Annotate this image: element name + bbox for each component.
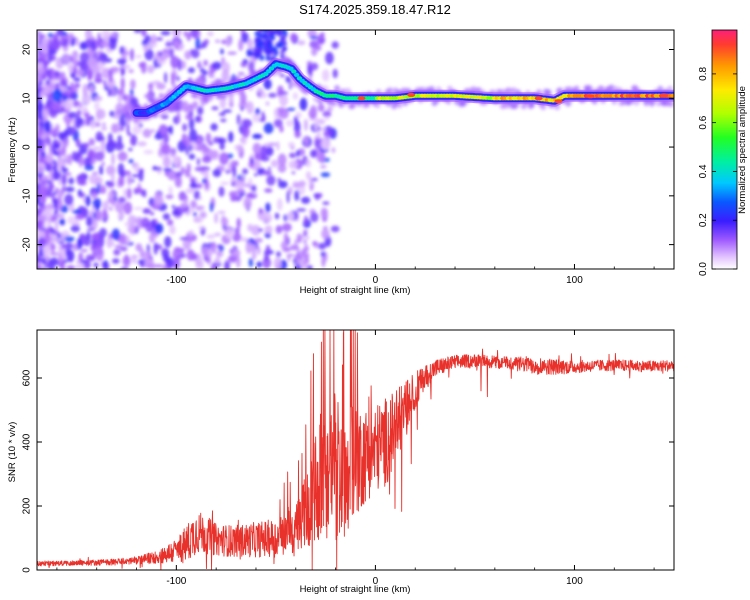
chart-title: S174.2025.359.18.47.R12 (299, 2, 451, 17)
snr-x-tick-label: 100 (566, 576, 583, 587)
spectrogram-y-tick-label: -20 (22, 237, 33, 252)
colorbar-gradient (711, 29, 738, 270)
colorbar-tick-label: 0.4 (698, 164, 709, 178)
colorbar: 0.0 0.2 0.4 0.6 0.8 Normalized spectral ampl… (698, 29, 748, 276)
snr-panel: -100 0 100 0 200 400 600 Height of straight li… (7, 329, 675, 595)
spectrogram-x-tick-label: -100 (166, 275, 186, 286)
spectrogram-y-tick-label: -10 (22, 188, 33, 203)
snr-y-tick-label: 600 (22, 369, 33, 386)
snr-x-axis-label: Height of straight line (km) (300, 584, 411, 595)
colorbar-tick-label: 0.8 (698, 67, 709, 81)
spectrogram-y-axis-label: Frequency (Hz) (7, 117, 18, 182)
spectrogram-x-axis-label: Height of straight line (km) (300, 285, 411, 296)
colorbar-label: Normalized spectral amplitude (737, 86, 748, 214)
snr-x-tick-label: -100 (166, 576, 186, 587)
spectrogram-heat-layer (37, 30, 674, 269)
snr-frame (36, 329, 675, 571)
spectrogram-x-tick-label: 100 (566, 275, 583, 286)
spectrogram-y-tick-label: 20 (22, 44, 33, 56)
spectrogram-y-tick-label: 10 (22, 92, 33, 104)
snr-y-tick-label: 400 (22, 433, 33, 450)
spectrogram-y-tick-label: 0 (22, 144, 33, 150)
spectrogram-frame (36, 29, 675, 270)
snr-x-tick-label: 0 (373, 576, 379, 587)
snr-series-line (37, 330, 674, 570)
colorbar-tick-label: 0.6 (698, 115, 709, 129)
snr-y-tick-label: 0 (22, 567, 33, 573)
colorbar-tick-label: 0.2 (698, 213, 709, 227)
snr-y-axis-label: SNR (10 * v/v) (7, 422, 18, 483)
spectrogram-x-tick-label: 0 (373, 275, 379, 286)
snr-y-tick-label: 200 (22, 497, 33, 514)
colorbar-tick-label: 0.0 (698, 262, 709, 276)
